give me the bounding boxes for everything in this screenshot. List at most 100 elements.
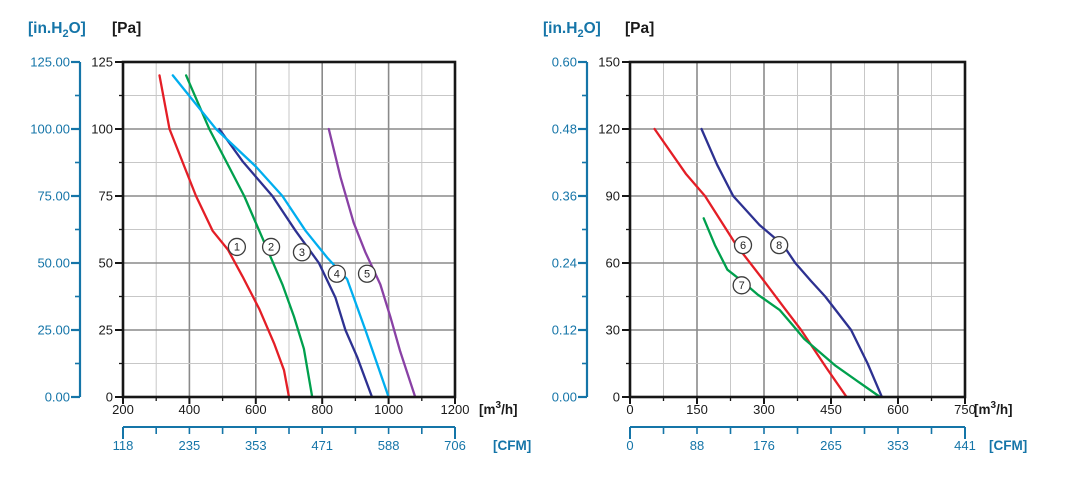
pa-tick-label: 125 <box>91 55 113 70</box>
curve-badge-number: 4 <box>334 269 340 281</box>
curve-7 <box>702 217 882 398</box>
inh2o-axis <box>578 60 589 399</box>
curve-badge-number: 2 <box>268 242 274 254</box>
curve-badge-circle <box>770 235 789 255</box>
cfm-axis <box>629 426 966 439</box>
pa-tick-label: 25 <box>99 323 113 338</box>
inh2o-tick-label: 0.36 <box>552 189 577 204</box>
curve-badge-3: 3 <box>292 243 312 262</box>
inh2o-tick-label: 75.00 <box>37 189 70 204</box>
m3h-tick-label: 450 <box>820 402 842 417</box>
curve-badge-number: 3 <box>299 247 305 259</box>
curve-badge-circle <box>732 276 751 295</box>
m3h-tick-label: 200 <box>112 402 134 417</box>
cfm-unit-label: [CFM] <box>989 438 1027 453</box>
cfm-axis <box>122 426 456 439</box>
inh2o-tick-label: 50.00 <box>37 256 70 271</box>
curve-3 <box>218 127 374 398</box>
m3h-tick-label: 1000 <box>374 402 403 417</box>
m3h-axis <box>122 397 456 404</box>
inh2o-axis <box>71 60 82 399</box>
curve-badge-circle <box>357 264 377 283</box>
m3h-unit-label: [m3/h] <box>974 400 1013 417</box>
pressure-flow-chart-right: 150 120 90 60 30 0 0 150 300 450 600 750 [m3/h] 0.60 0… <box>537 0 1074 489</box>
inh2o-tick-label: 100.00 <box>30 122 70 137</box>
m3h-tick-label: 0 <box>626 402 633 417</box>
cfm-tick-label: 353 <box>245 438 267 453</box>
m3h-tick-label: 1200 <box>441 402 470 417</box>
inh2o-tick-label: 0.00 <box>45 390 70 405</box>
pressure-flow-chart-left: 125 100 75 50 25 0 200 400 600 800 1000 1200 [m3/h] 1… <box>28 20 531 453</box>
cfm-tick-label: 88 <box>690 438 704 453</box>
curve-badge-circle <box>261 237 281 257</box>
cfm-tick-label: 353 <box>887 438 909 453</box>
curve-6 <box>653 127 848 398</box>
pa-header-label: [Pa] <box>625 20 654 37</box>
inh2o-tick-label: 0.00 <box>552 390 577 405</box>
pa-tick-label: 0 <box>613 390 620 405</box>
m3h-axis <box>629 397 966 404</box>
m3h-tick-label: 600 <box>887 402 909 417</box>
curve-4 <box>171 74 390 398</box>
m3h-unit-label: [m3/h] <box>479 400 518 417</box>
curve-badge-number: 6 <box>740 240 746 252</box>
curve-badge-7: 7 <box>732 276 751 295</box>
pa-tick-label: 75 <box>99 189 113 204</box>
inh2o-header-label: [in.H2O] <box>543 20 601 40</box>
inh2o-tick-label: 0.48 <box>552 122 577 137</box>
cfm-unit-label: [CFM] <box>493 438 531 453</box>
cfm-tick-label: 118 <box>113 438 134 453</box>
curve-1 <box>158 74 291 398</box>
cfm-tick-label: 176 <box>753 438 775 453</box>
inh2o-tick-label: 0.24 <box>552 256 577 271</box>
curve-badge-4: 4 <box>327 264 346 283</box>
m3h-tick-label: 800 <box>311 402 333 417</box>
curves <box>653 127 884 398</box>
curve-badge-number: 1 <box>234 242 240 254</box>
curve-badge-number: 8 <box>776 240 782 252</box>
curve-badge-number: 5 <box>364 269 370 281</box>
curve-8 <box>700 127 884 398</box>
cfm-tick-label: 471 <box>311 438 333 453</box>
m3h-tick-label: 400 <box>179 402 201 417</box>
m3h-tick-label: 300 <box>753 402 775 417</box>
pa-axis <box>622 61 630 398</box>
inh2o-header-label: [in.H2O] <box>28 20 86 40</box>
curve-badge-circle <box>733 235 753 255</box>
pa-tick-label: 30 <box>606 323 620 338</box>
curve-badge-6: 6 <box>733 235 753 255</box>
inh2o-tick-label: 0.12 <box>552 323 577 338</box>
curve-badge-circle <box>327 264 346 283</box>
pa-tick-label: 120 <box>598 122 620 137</box>
cfm-tick-label: 0 <box>626 438 633 453</box>
curve-badge-circle <box>227 237 247 257</box>
curve-badge-number: 7 <box>739 280 745 292</box>
pa-tick-label: 0 <box>106 390 113 405</box>
m3h-tick-label: 150 <box>686 402 708 417</box>
curves <box>158 74 417 398</box>
pa-header-label: [Pa] <box>112 20 141 37</box>
cfm-tick-label: 706 <box>444 438 466 453</box>
inh2o-tick-label: 125.00 <box>30 55 70 70</box>
cfm-tick-label: 235 <box>179 438 201 453</box>
grid <box>630 62 965 397</box>
inh2o-tick-label: 0.60 <box>552 55 577 70</box>
pa-tick-label: 50 <box>99 256 113 271</box>
pa-axis <box>115 61 123 398</box>
pa-tick-label: 90 <box>606 189 620 204</box>
cfm-tick-label: 441 <box>954 438 976 453</box>
curve-2 <box>184 74 314 398</box>
cfm-tick-label: 588 <box>378 438 400 453</box>
cfm-tick-label: 265 <box>820 438 842 453</box>
curve-badge-circle <box>292 243 312 262</box>
pa-tick-label: 100 <box>91 122 113 137</box>
inh2o-tick-label: 25.00 <box>37 323 70 338</box>
grid <box>123 62 455 397</box>
curve-badge-1: 1 <box>227 237 247 257</box>
curve-badge-8: 8 <box>770 235 789 255</box>
m3h-tick-label: 750 <box>954 402 976 417</box>
pa-tick-label: 150 <box>598 55 620 70</box>
